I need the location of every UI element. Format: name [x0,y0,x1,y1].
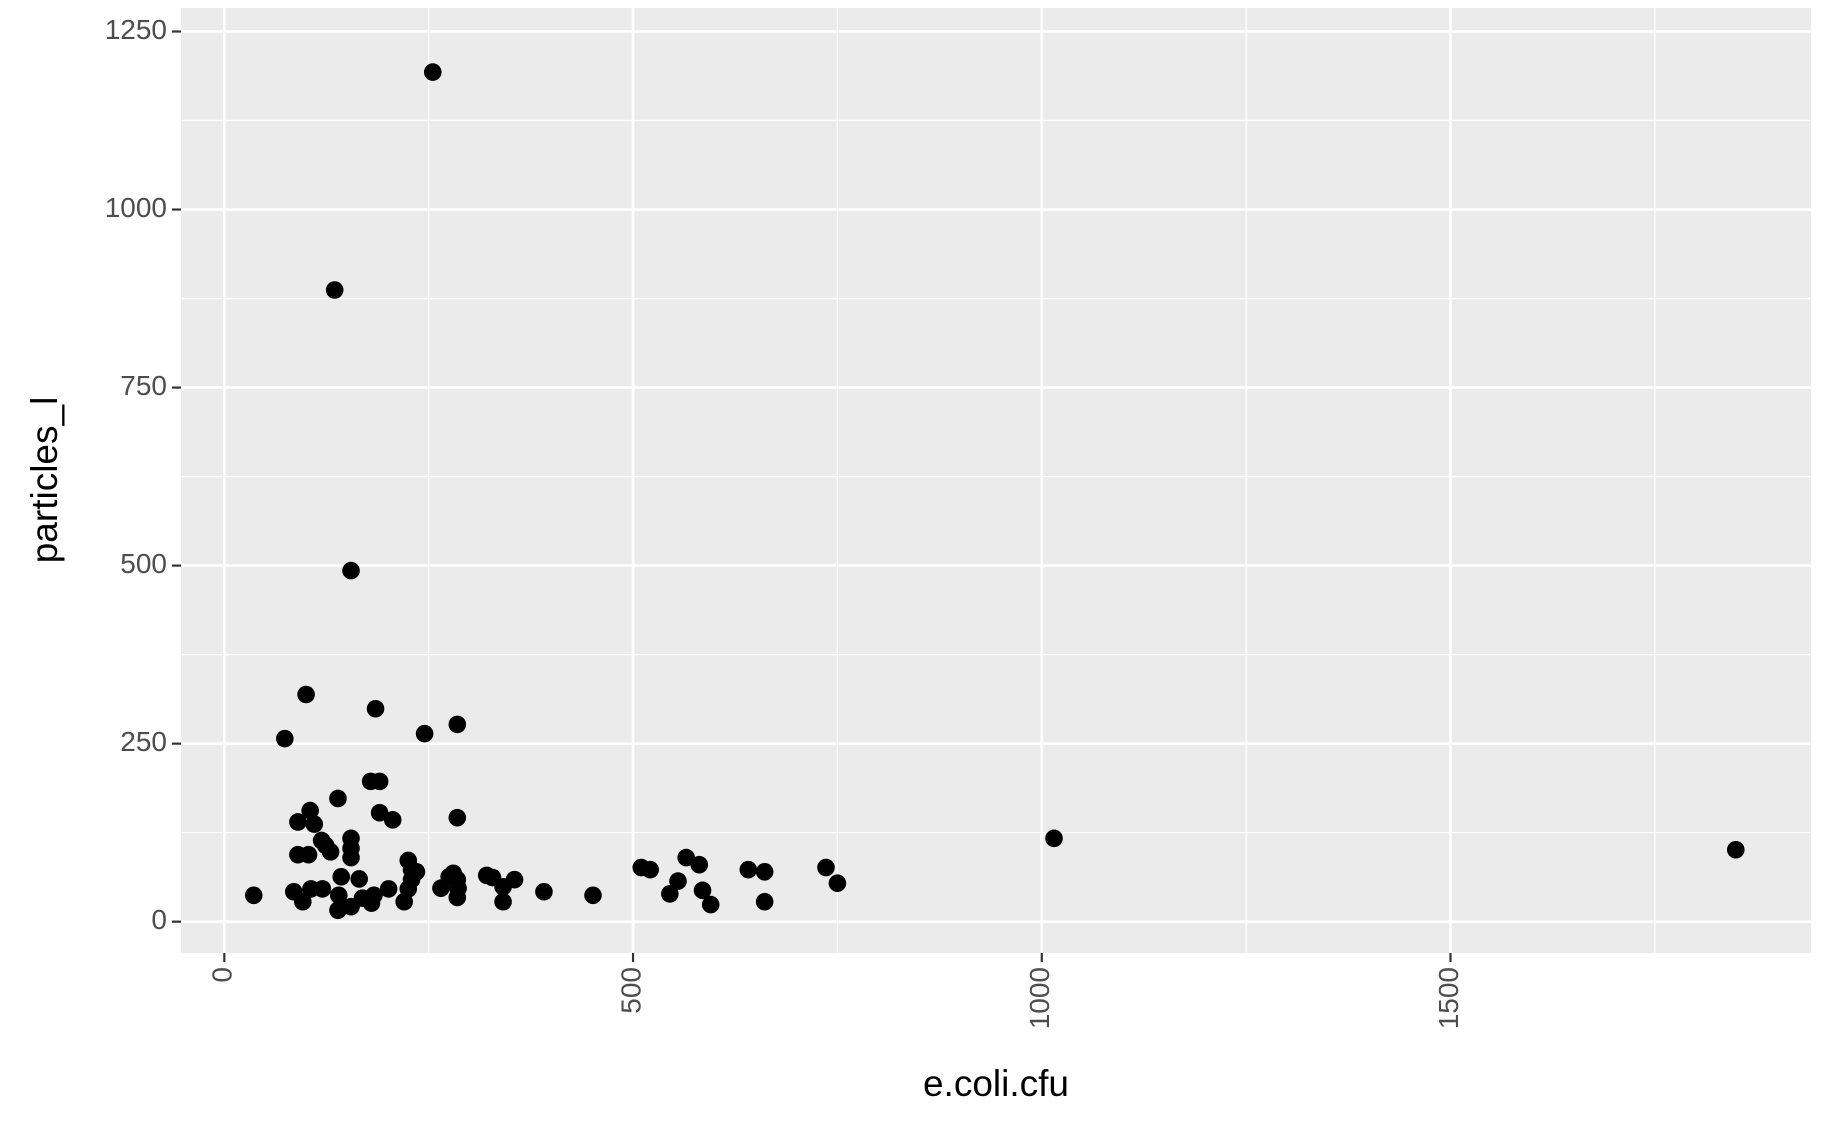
point [448,888,467,907]
point [535,882,553,901]
y-tick-label: 500 [120,548,167,579]
point [739,860,758,879]
point [755,892,774,911]
point [313,880,332,898]
point [641,860,660,879]
point [423,63,442,81]
point [661,885,679,903]
point [332,868,351,886]
y-tick-label: 0 [151,904,167,935]
point [828,874,847,893]
point [297,685,315,704]
point [305,815,324,833]
x-tick-label: 0 [207,967,238,983]
point [370,772,389,791]
point [693,881,712,900]
point [366,699,385,718]
x-tick-label: 1500 [1433,967,1464,1029]
point [301,801,319,820]
point [415,724,434,743]
point [448,808,467,827]
point [299,845,318,864]
x-tick-label: 1000 [1024,967,1055,1029]
point [294,892,312,911]
point [329,789,347,808]
point [677,848,695,867]
point [669,872,687,890]
point [342,848,360,867]
point [1726,840,1745,859]
point [505,870,524,889]
point [1045,829,1063,848]
point [817,858,835,877]
point [402,870,421,889]
point [289,813,307,831]
x-axis-title: e.coli.cfu [923,1063,1069,1104]
point [342,561,360,580]
point [329,886,348,905]
y-tick-label: 1000 [105,192,167,223]
point [755,863,774,881]
point [494,892,512,911]
point [325,281,344,299]
y-tick-label: 250 [120,726,167,757]
point [379,880,398,898]
x-tick-label: 500 [615,967,646,1014]
plot-panel [181,8,1811,953]
point [383,811,402,829]
y-tick-label: 1250 [105,14,167,45]
point [701,895,720,914]
point [370,803,389,822]
y-tick-label: 750 [120,370,167,401]
point [276,729,294,748]
point [244,886,263,905]
point [448,715,467,734]
point [350,870,369,888]
point [584,886,602,905]
point [362,894,381,912]
point [690,855,709,874]
y-axis-title: particles_l [24,397,65,564]
point [321,843,340,861]
